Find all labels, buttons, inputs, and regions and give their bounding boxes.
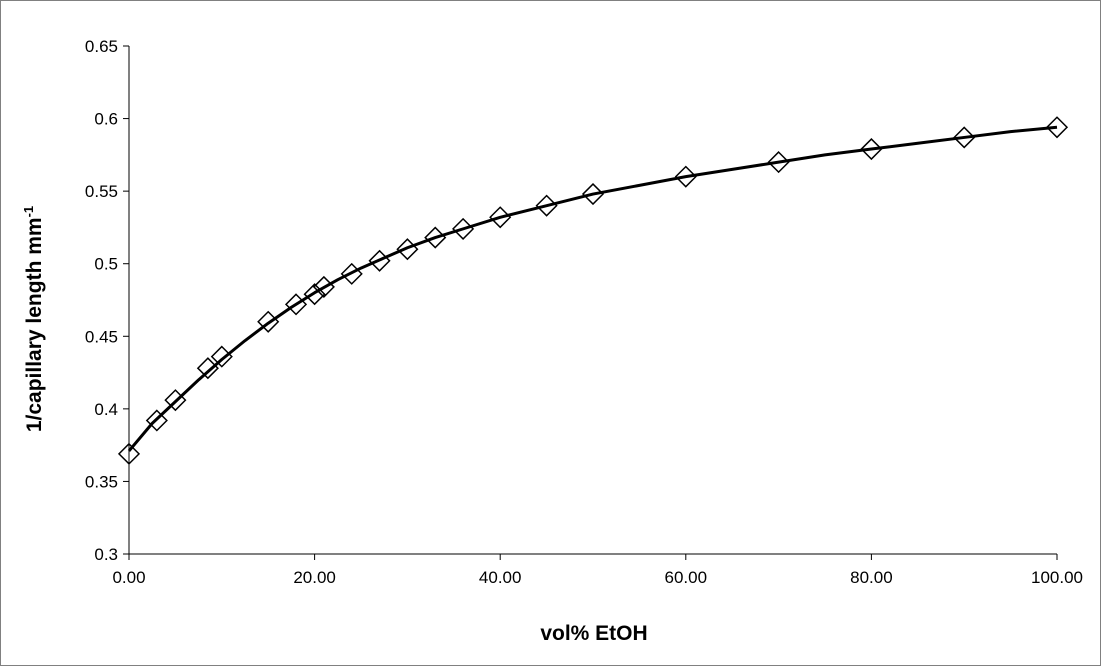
data-point-marker xyxy=(340,262,363,285)
y-tick-label: 0.3 xyxy=(94,545,118,564)
y-tick-label: 0.5 xyxy=(94,255,118,274)
data-point-marker xyxy=(1045,116,1069,139)
x-tick-label: 60.00 xyxy=(665,568,708,587)
y-tick-label: 0.45 xyxy=(85,327,118,346)
axes xyxy=(123,45,1058,560)
tick-labels: 0.3 0.35 0.4 0.45 0.5 0.55 0.6 0.65 0.00 20.00 40.… xyxy=(85,37,1083,587)
y-axis-title-main: 1/capillary length mm xyxy=(23,217,46,432)
fit-curve-line xyxy=(127,125,1058,452)
data-point-marker xyxy=(117,442,141,465)
y-tick-label: 0.55 xyxy=(85,182,118,201)
data-point-marker xyxy=(860,137,883,161)
y-axis-title-superscript: -1 xyxy=(21,206,36,218)
x-axis-title: vol% EtOH xyxy=(540,622,647,645)
data-point-marker xyxy=(196,357,219,380)
y-tick-label: 0.4 xyxy=(94,400,118,419)
data-point-marker xyxy=(164,389,187,412)
data-point-marker xyxy=(145,409,168,432)
x-tick-label: 40.00 xyxy=(479,568,522,587)
data-point-marker xyxy=(953,126,976,149)
data-point-marker xyxy=(452,217,475,240)
data-point-marker xyxy=(312,275,335,298)
y-axis-title: 1/capillary length mm-1 xyxy=(21,206,46,432)
data-point-marker xyxy=(303,283,326,306)
data-point-marker xyxy=(396,238,419,261)
data-points xyxy=(117,116,1069,465)
x-tick-label: 20.00 xyxy=(293,568,336,587)
data-point-marker xyxy=(257,310,280,333)
x-tick-label: 80.00 xyxy=(850,568,893,587)
data-point-marker xyxy=(767,151,790,174)
y-tick-label: 0.6 xyxy=(94,110,118,129)
x-tick-label: 100.00 xyxy=(1031,568,1083,587)
data-point-marker xyxy=(368,249,391,272)
fit-curve xyxy=(127,125,1058,452)
y-tick-label: 0.65 xyxy=(85,37,118,56)
data-point-marker xyxy=(535,194,558,217)
data-point-marker xyxy=(210,345,233,368)
y-tick-label: 0.35 xyxy=(85,472,118,491)
data-point-marker xyxy=(489,206,512,229)
data-point-marker xyxy=(581,182,605,206)
data-point-marker xyxy=(424,226,447,249)
data-point-marker xyxy=(674,165,697,188)
x-tick-label: 0.00 xyxy=(112,568,145,587)
data-point-marker xyxy=(284,293,308,316)
